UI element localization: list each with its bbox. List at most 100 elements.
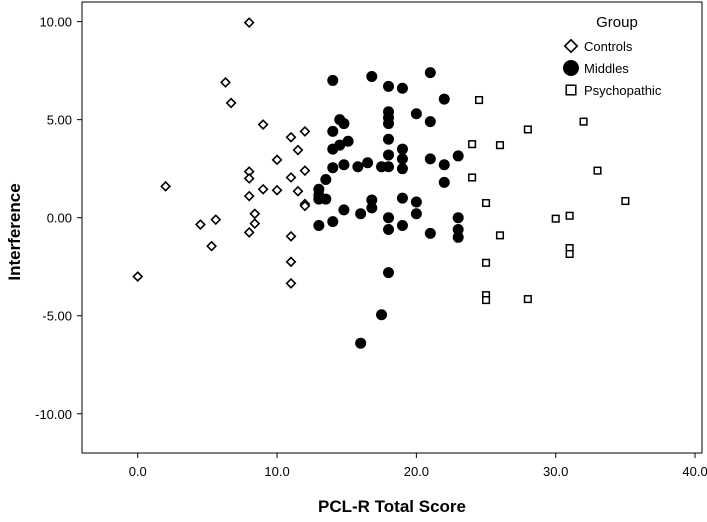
middles-point bbox=[366, 71, 378, 83]
controls-point bbox=[285, 256, 297, 268]
middles-point bbox=[410, 108, 422, 120]
controls-point bbox=[132, 271, 144, 282]
controls-point bbox=[243, 226, 255, 238]
controls-point bbox=[285, 131, 297, 143]
psychopathic-point bbox=[495, 231, 505, 240]
middles-point bbox=[313, 220, 325, 232]
middles-point bbox=[438, 93, 450, 105]
middles-point bbox=[410, 196, 422, 208]
controls-point bbox=[257, 119, 269, 130]
controls-point bbox=[257, 183, 269, 195]
controls-point bbox=[271, 184, 283, 196]
y-axis-title: Interference bbox=[5, 183, 24, 280]
middles-point bbox=[452, 212, 464, 224]
middles-point bbox=[396, 192, 408, 204]
middles-point bbox=[396, 153, 408, 165]
psychopathic-point bbox=[495, 141, 505, 150]
middles-point bbox=[355, 208, 367, 220]
psychopathic-point bbox=[565, 211, 574, 220]
controls-point bbox=[285, 277, 297, 289]
controls-point bbox=[249, 208, 261, 220]
controls-point bbox=[210, 214, 222, 226]
middles-point bbox=[424, 153, 436, 165]
middles-point bbox=[396, 143, 408, 155]
psychopathic-point bbox=[481, 198, 491, 208]
x-tick-label: 30.0 bbox=[543, 464, 568, 479]
legend-items: Controls Middles Psychopathic bbox=[563, 38, 662, 98]
y-tick-label: -5.00 bbox=[42, 309, 72, 324]
controls-point bbox=[292, 185, 304, 197]
legend-label-psychopathic: Psychopathic bbox=[584, 83, 662, 98]
middles-point bbox=[376, 309, 388, 321]
controls-point bbox=[299, 125, 311, 137]
middles-point bbox=[396, 220, 408, 232]
middles-point bbox=[383, 223, 395, 235]
controls-point bbox=[243, 173, 255, 184]
y-axis-ticks: 10.00 5.00 0.00 -5.00 -10.00 bbox=[35, 15, 82, 422]
middles-point bbox=[383, 212, 395, 224]
middles-point bbox=[327, 125, 339, 137]
middles-point bbox=[410, 208, 422, 220]
controls-point bbox=[220, 76, 231, 88]
controls-point bbox=[285, 172, 297, 183]
middles-point bbox=[452, 150, 464, 162]
middles-point bbox=[396, 163, 408, 175]
controls-point bbox=[243, 17, 255, 29]
middles-point bbox=[383, 161, 395, 173]
psychopathic-point bbox=[523, 125, 532, 134]
legend-label-middles: Middles bbox=[584, 61, 629, 76]
middles-point bbox=[366, 202, 378, 214]
controls-legend-marker bbox=[563, 38, 579, 54]
middles-point bbox=[396, 82, 408, 94]
middles-point bbox=[383, 149, 395, 161]
legend: Group Controls Middles Psychopathic bbox=[563, 14, 662, 98]
controls-point bbox=[206, 240, 218, 252]
psychopathic-point bbox=[468, 173, 477, 182]
middles-point bbox=[362, 157, 374, 169]
controls-point bbox=[249, 218, 261, 230]
psychopathic-point bbox=[593, 166, 602, 175]
psychopathic-point bbox=[523, 295, 532, 304]
middles-point bbox=[383, 80, 395, 92]
psychopathic-point bbox=[579, 117, 588, 126]
middles-point bbox=[338, 118, 350, 130]
middles-point bbox=[334, 139, 346, 151]
y-tick-label: 0.00 bbox=[47, 211, 72, 226]
controls-point bbox=[160, 180, 172, 192]
x-tick-label: 0.0 bbox=[129, 464, 147, 479]
middles-point bbox=[338, 159, 350, 171]
middles-point bbox=[327, 162, 339, 174]
middles-point bbox=[327, 216, 339, 228]
x-tick-label: 20.0 bbox=[404, 464, 429, 479]
y-tick-label: 10.00 bbox=[39, 15, 72, 30]
psychopathic-point bbox=[481, 296, 491, 305]
psychopathic-point bbox=[551, 214, 560, 223]
psychopathic-legend-marker bbox=[565, 84, 577, 96]
middles-point bbox=[366, 194, 378, 206]
controls-point bbox=[225, 97, 237, 109]
middles-point bbox=[438, 159, 450, 171]
y-tick-label: -10.00 bbox=[35, 407, 72, 422]
middles-point bbox=[327, 74, 339, 86]
middles-point bbox=[383, 118, 395, 130]
middles-point bbox=[452, 231, 464, 243]
controls-point bbox=[243, 190, 255, 202]
middles-legend-marker bbox=[563, 60, 579, 76]
middles-point bbox=[352, 161, 364, 173]
middles-point bbox=[424, 116, 436, 128]
middles-point bbox=[424, 67, 436, 79]
y-tick-label: 5.00 bbox=[47, 113, 72, 128]
psychopathic-point bbox=[475, 95, 484, 105]
legend-title: Group bbox=[596, 14, 638, 31]
psychopathic-point bbox=[621, 196, 630, 206]
x-tick-label: 40.0 bbox=[682, 464, 707, 479]
middles-point bbox=[320, 173, 332, 185]
middles-point bbox=[342, 135, 354, 147]
psychopathic-point bbox=[481, 258, 491, 267]
middles-point bbox=[383, 267, 395, 279]
controls-point bbox=[194, 219, 206, 230]
x-axis-ticks: 0.0 10.0 20.0 30.0 40.0 bbox=[129, 453, 707, 479]
middles-point bbox=[338, 204, 350, 216]
x-tick-label: 10.0 bbox=[264, 464, 289, 479]
